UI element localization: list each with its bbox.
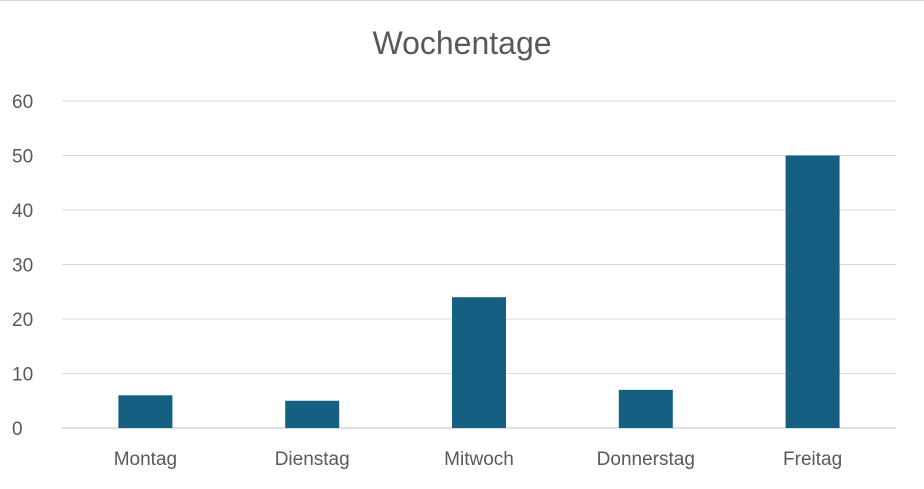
x-tick-label: Dienstag bbox=[275, 449, 350, 470]
x-tick-label: Freitag bbox=[783, 449, 842, 470]
y-tick-label: 10 bbox=[12, 365, 33, 386]
chart-title: Wochentage bbox=[372, 25, 552, 61]
x-tick-label: Montag bbox=[114, 449, 177, 470]
bar-donnerstag bbox=[618, 389, 673, 428]
y-tick-label: 30 bbox=[12, 256, 33, 277]
y-tick-label: 40 bbox=[12, 201, 33, 222]
y-tick-label: 0 bbox=[12, 419, 23, 440]
y-tick-label: 60 bbox=[12, 92, 33, 113]
y-tick-label: 50 bbox=[12, 147, 33, 168]
y-tick-label: 20 bbox=[12, 310, 33, 331]
bar-dienstag bbox=[285, 400, 340, 428]
bar-mitwoch bbox=[452, 297, 506, 428]
bar-montag bbox=[118, 395, 173, 428]
x-tick-label: Donnerstag bbox=[597, 449, 695, 470]
bar-freitag bbox=[785, 155, 840, 428]
x-tick-label: Mitwoch bbox=[444, 449, 514, 470]
